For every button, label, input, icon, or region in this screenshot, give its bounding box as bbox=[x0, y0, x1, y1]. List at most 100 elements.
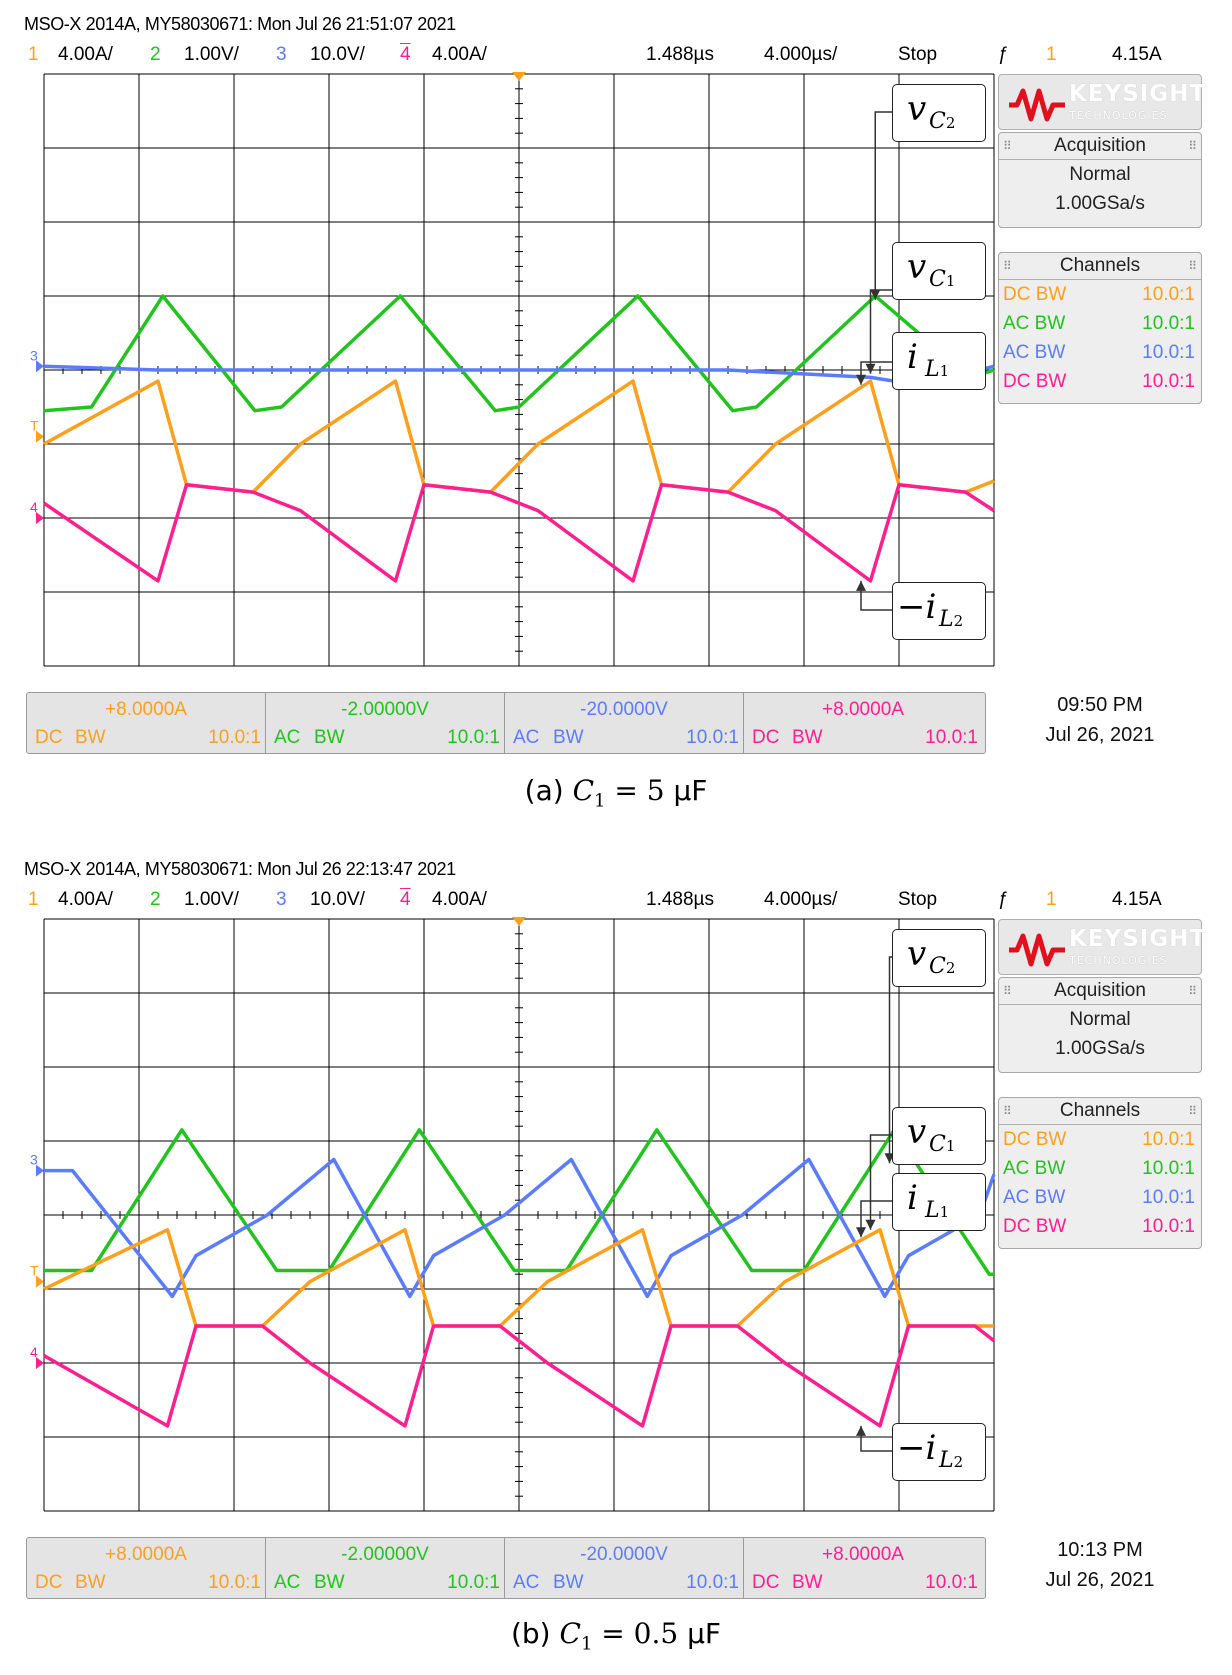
caption-prefix: (b) bbox=[510, 1617, 551, 1650]
label-vc2: v C2 bbox=[892, 84, 986, 142]
caption-symbol-sub: 1 bbox=[580, 1633, 593, 1655]
offset-cell-ch1[interactable]: +8.0000A DC BW 10.0:1 bbox=[27, 1538, 266, 1598]
channels-panel[interactable]: ⠿ Channels ⠿ DC BW 10.0:1 AC BW 10.0:1 AC BW… bbox=[998, 252, 1202, 404]
run-state[interactable]: Stop bbox=[898, 44, 938, 65]
channel-markers: 3 T 4 bbox=[30, 917, 895, 1452]
ch3-ground-marker[interactable]: 3 bbox=[30, 347, 38, 363]
offset-cell-ch2[interactable]: -2.00000V AC BW 10.0:1 bbox=[266, 1538, 505, 1598]
trigger-level[interactable]: 4.15A bbox=[1112, 44, 1162, 65]
trigger-position-marker[interactable] bbox=[512, 72, 526, 81]
label-subsub: 2 bbox=[953, 612, 964, 630]
brand-sub: TECHNOLOGIES bbox=[1069, 954, 1168, 967]
caption-equation: = 5 bbox=[605, 774, 674, 807]
coupling: AC bbox=[274, 1572, 301, 1593]
ch4-number[interactable]: 4 bbox=[400, 889, 411, 910]
brand-name: KEYSIGHT bbox=[1069, 81, 1207, 107]
trigger-delay[interactable]: 1.488µs bbox=[646, 889, 714, 910]
trigger-level-marker[interactable]: T bbox=[30, 1263, 39, 1279]
vc1-pointer-head bbox=[865, 363, 876, 374]
ch2-number[interactable]: 2 bbox=[150, 44, 161, 65]
ch4-number[interactable]: 4 bbox=[400, 44, 411, 65]
traces bbox=[43, 1128, 996, 1428]
channel-coupling: AC BW bbox=[1003, 313, 1066, 334]
channel-row-1[interactable]: DC BW 10.0:1 bbox=[999, 1125, 1201, 1154]
label-sub: L bbox=[939, 607, 954, 632]
ch1-number[interactable]: 1 bbox=[28, 889, 39, 910]
acquisition-panel[interactable]: ⠿ Acquisition ⠿ Normal 1.00GSa/s bbox=[998, 132, 1202, 228]
offset-cell-ch1[interactable]: +8.0000A DC BW 10.0:1 bbox=[27, 693, 266, 753]
caption-unit: µF bbox=[687, 1617, 722, 1650]
channel-row-2[interactable]: AC BW 10.0:1 bbox=[999, 1154, 1201, 1183]
run-state[interactable]: Stop bbox=[898, 889, 938, 910]
trigger-level-marker-arrow bbox=[36, 1275, 44, 1288]
offset-cell-ch3[interactable]: -20.0000V AC BW 10.0:1 bbox=[505, 1538, 744, 1598]
trigger-position-marker[interactable] bbox=[512, 917, 526, 926]
ch3-ground-marker[interactable]: 3 bbox=[30, 1152, 38, 1168]
waveform-display: 3 T 4 bbox=[30, 72, 995, 667]
ch3-scale[interactable]: 10.0V/ bbox=[310, 44, 365, 65]
il1-pointer-head bbox=[856, 374, 866, 385]
ch1-scale[interactable]: 4.00A/ bbox=[58, 889, 113, 910]
offset-cell-ch3[interactable]: -20.0000V AC BW 10.0:1 bbox=[505, 693, 744, 753]
channels-panel[interactable]: ⠿ Channels ⠿ DC BW 10.0:1 AC BW 10.0:1 AC BW… bbox=[998, 1097, 1202, 1249]
graticule bbox=[43, 918, 995, 1512]
label-sub: L bbox=[925, 1198, 940, 1223]
label-vc1: v C1 bbox=[892, 1107, 986, 1165]
ch4-ground-marker[interactable]: 4 bbox=[30, 1344, 38, 1360]
ch3-number[interactable]: 3 bbox=[276, 889, 287, 910]
trigger-slope-icon: ƒ bbox=[998, 44, 1009, 65]
scope-status-bar: 1 4.00A/ 2 1.00V/ 3 10.0V/ 4 4.00A/ 1.48… bbox=[24, 889, 1194, 913]
ch4-scale[interactable]: 4.00A/ bbox=[432, 44, 487, 65]
ch2-scale[interactable]: 1.00V/ bbox=[184, 44, 239, 65]
channel-row-3[interactable]: AC BW 10.0:1 bbox=[999, 338, 1201, 367]
ch2-scale[interactable]: 1.00V/ bbox=[184, 889, 239, 910]
channel-coupling: AC BW bbox=[1003, 342, 1066, 363]
trigger-delay[interactable]: 1.488µs bbox=[646, 44, 714, 65]
vc2-pointer bbox=[888, 956, 892, 1164]
trigger-source[interactable]: 1 bbox=[1046, 44, 1057, 65]
grip-icon: ⠿ bbox=[1188, 984, 1197, 998]
trigger-level-marker[interactable]: T bbox=[30, 418, 39, 434]
offset-cell-ch4[interactable]: +8.0000A DC BW 10.0:1 bbox=[744, 693, 982, 753]
ch1-scale[interactable]: 4.00A/ bbox=[58, 44, 113, 65]
offset-value: -20.0000V bbox=[580, 1544, 668, 1565]
channel-probe: 10.0:1 bbox=[1142, 1158, 1195, 1179]
caption-equation: = 0.5 bbox=[592, 1617, 688, 1650]
caption-symbol: C bbox=[559, 1617, 581, 1650]
ch4-ground-marker-arrow bbox=[36, 512, 44, 524]
ch4-ground-marker[interactable]: 4 bbox=[30, 499, 38, 515]
offset-cell-ch4[interactable]: +8.0000A DC BW 10.0:1 bbox=[744, 1538, 982, 1598]
timebase-scale[interactable]: 4.000µs/ bbox=[764, 44, 838, 65]
label-subsub: 1 bbox=[945, 1137, 956, 1155]
channel-row-1[interactable]: DC BW 10.0:1 bbox=[999, 280, 1201, 309]
trigger-level[interactable]: 4.15A bbox=[1112, 889, 1162, 910]
acquisition-mode: Normal bbox=[1069, 164, 1131, 185]
ch4-scale[interactable]: 4.00A/ bbox=[432, 889, 487, 910]
label-vc2: v C2 bbox=[892, 929, 986, 987]
caption-unit: µF bbox=[673, 774, 708, 807]
trigger-source[interactable]: 1 bbox=[1046, 889, 1057, 910]
label-il2: −i L2 bbox=[892, 582, 986, 640]
probe-ratio: 10.0:1 bbox=[208, 1572, 261, 1593]
channel-probe: 10.0:1 bbox=[1142, 342, 1195, 363]
channel-coupling: DC BW bbox=[1003, 1216, 1067, 1237]
ch3-scale[interactable]: 10.0V/ bbox=[310, 889, 365, 910]
channel-row-2[interactable]: AC BW 10.0:1 bbox=[999, 309, 1201, 338]
label-subsub: 2 bbox=[953, 1453, 964, 1471]
ch1-number[interactable]: 1 bbox=[28, 44, 39, 65]
acquisition-panel[interactable]: ⠿ Acquisition ⠿ Normal 1.00GSa/s bbox=[998, 977, 1202, 1073]
channel-row-4[interactable]: DC BW 10.0:1 bbox=[999, 1212, 1201, 1241]
timebase-scale[interactable]: 4.000µs/ bbox=[764, 889, 838, 910]
label-main: i bbox=[907, 337, 918, 377]
ch3-number[interactable]: 3 bbox=[276, 44, 287, 65]
vc2-pointer bbox=[874, 111, 892, 300]
channel-row-4[interactable]: DC BW 10.0:1 bbox=[999, 367, 1201, 396]
offset-value: +8.0000A bbox=[105, 699, 187, 720]
channel-row-3[interactable]: AC BW 10.0:1 bbox=[999, 1183, 1201, 1212]
ch2-number[interactable]: 2 bbox=[150, 889, 161, 910]
label-sub: L bbox=[939, 1448, 954, 1473]
offset-cell-ch2[interactable]: -2.00000V AC BW 10.0:1 bbox=[266, 693, 505, 753]
il1-pointer bbox=[860, 1200, 892, 1238]
ch4-ground-marker-arrow bbox=[36, 1357, 44, 1369]
waveform-display: 3 T 4 bbox=[30, 917, 996, 1512]
